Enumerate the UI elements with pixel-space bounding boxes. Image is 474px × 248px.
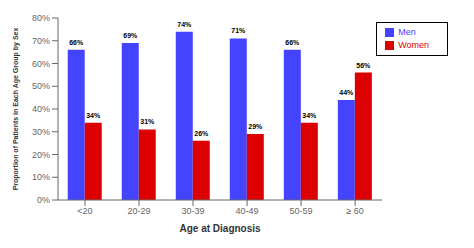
svg-text:29%: 29% xyxy=(248,123,263,130)
svg-text:66%: 66% xyxy=(285,39,300,46)
svg-text:20%: 20% xyxy=(32,150,50,160)
svg-text:34%: 34% xyxy=(86,112,101,119)
svg-text:69%: 69% xyxy=(123,32,138,39)
svg-text:30%: 30% xyxy=(32,127,50,137)
svg-text:Proportion of Patients in Each: Proportion of Patients in Each Age Group… xyxy=(12,28,20,191)
svg-text:30-39: 30-39 xyxy=(182,206,205,216)
svg-text:0%: 0% xyxy=(37,195,50,205)
svg-text:56%: 56% xyxy=(356,62,371,69)
svg-text:<20: <20 xyxy=(77,206,92,216)
svg-text:≥ 60: ≥ 60 xyxy=(346,206,363,216)
svg-text:31%: 31% xyxy=(140,118,155,125)
svg-text:40-49: 40-49 xyxy=(236,206,259,216)
svg-text:66%: 66% xyxy=(69,39,84,46)
svg-text:10%: 10% xyxy=(32,172,50,182)
html-text:Women: Women xyxy=(398,40,429,50)
svg-text:71%: 71% xyxy=(231,27,246,34)
svg-text:50%: 50% xyxy=(32,81,50,91)
svg-text:40%: 40% xyxy=(32,104,50,114)
svg-text:20-29: 20-29 xyxy=(128,206,151,216)
svg-text:26%: 26% xyxy=(194,130,209,137)
html-text:Men: Men xyxy=(398,27,416,37)
svg-text:74%: 74% xyxy=(177,21,192,28)
svg-text:34%: 34% xyxy=(302,112,317,119)
svg-text:80%: 80% xyxy=(32,13,50,23)
svg-text:44%: 44% xyxy=(339,89,354,96)
svg-text:Age at Diagnosis: Age at Diagnosis xyxy=(180,223,262,234)
svg-text:60%: 60% xyxy=(32,59,50,69)
svg-text:70%: 70% xyxy=(32,36,50,46)
svg-text:50-59: 50-59 xyxy=(290,206,313,216)
